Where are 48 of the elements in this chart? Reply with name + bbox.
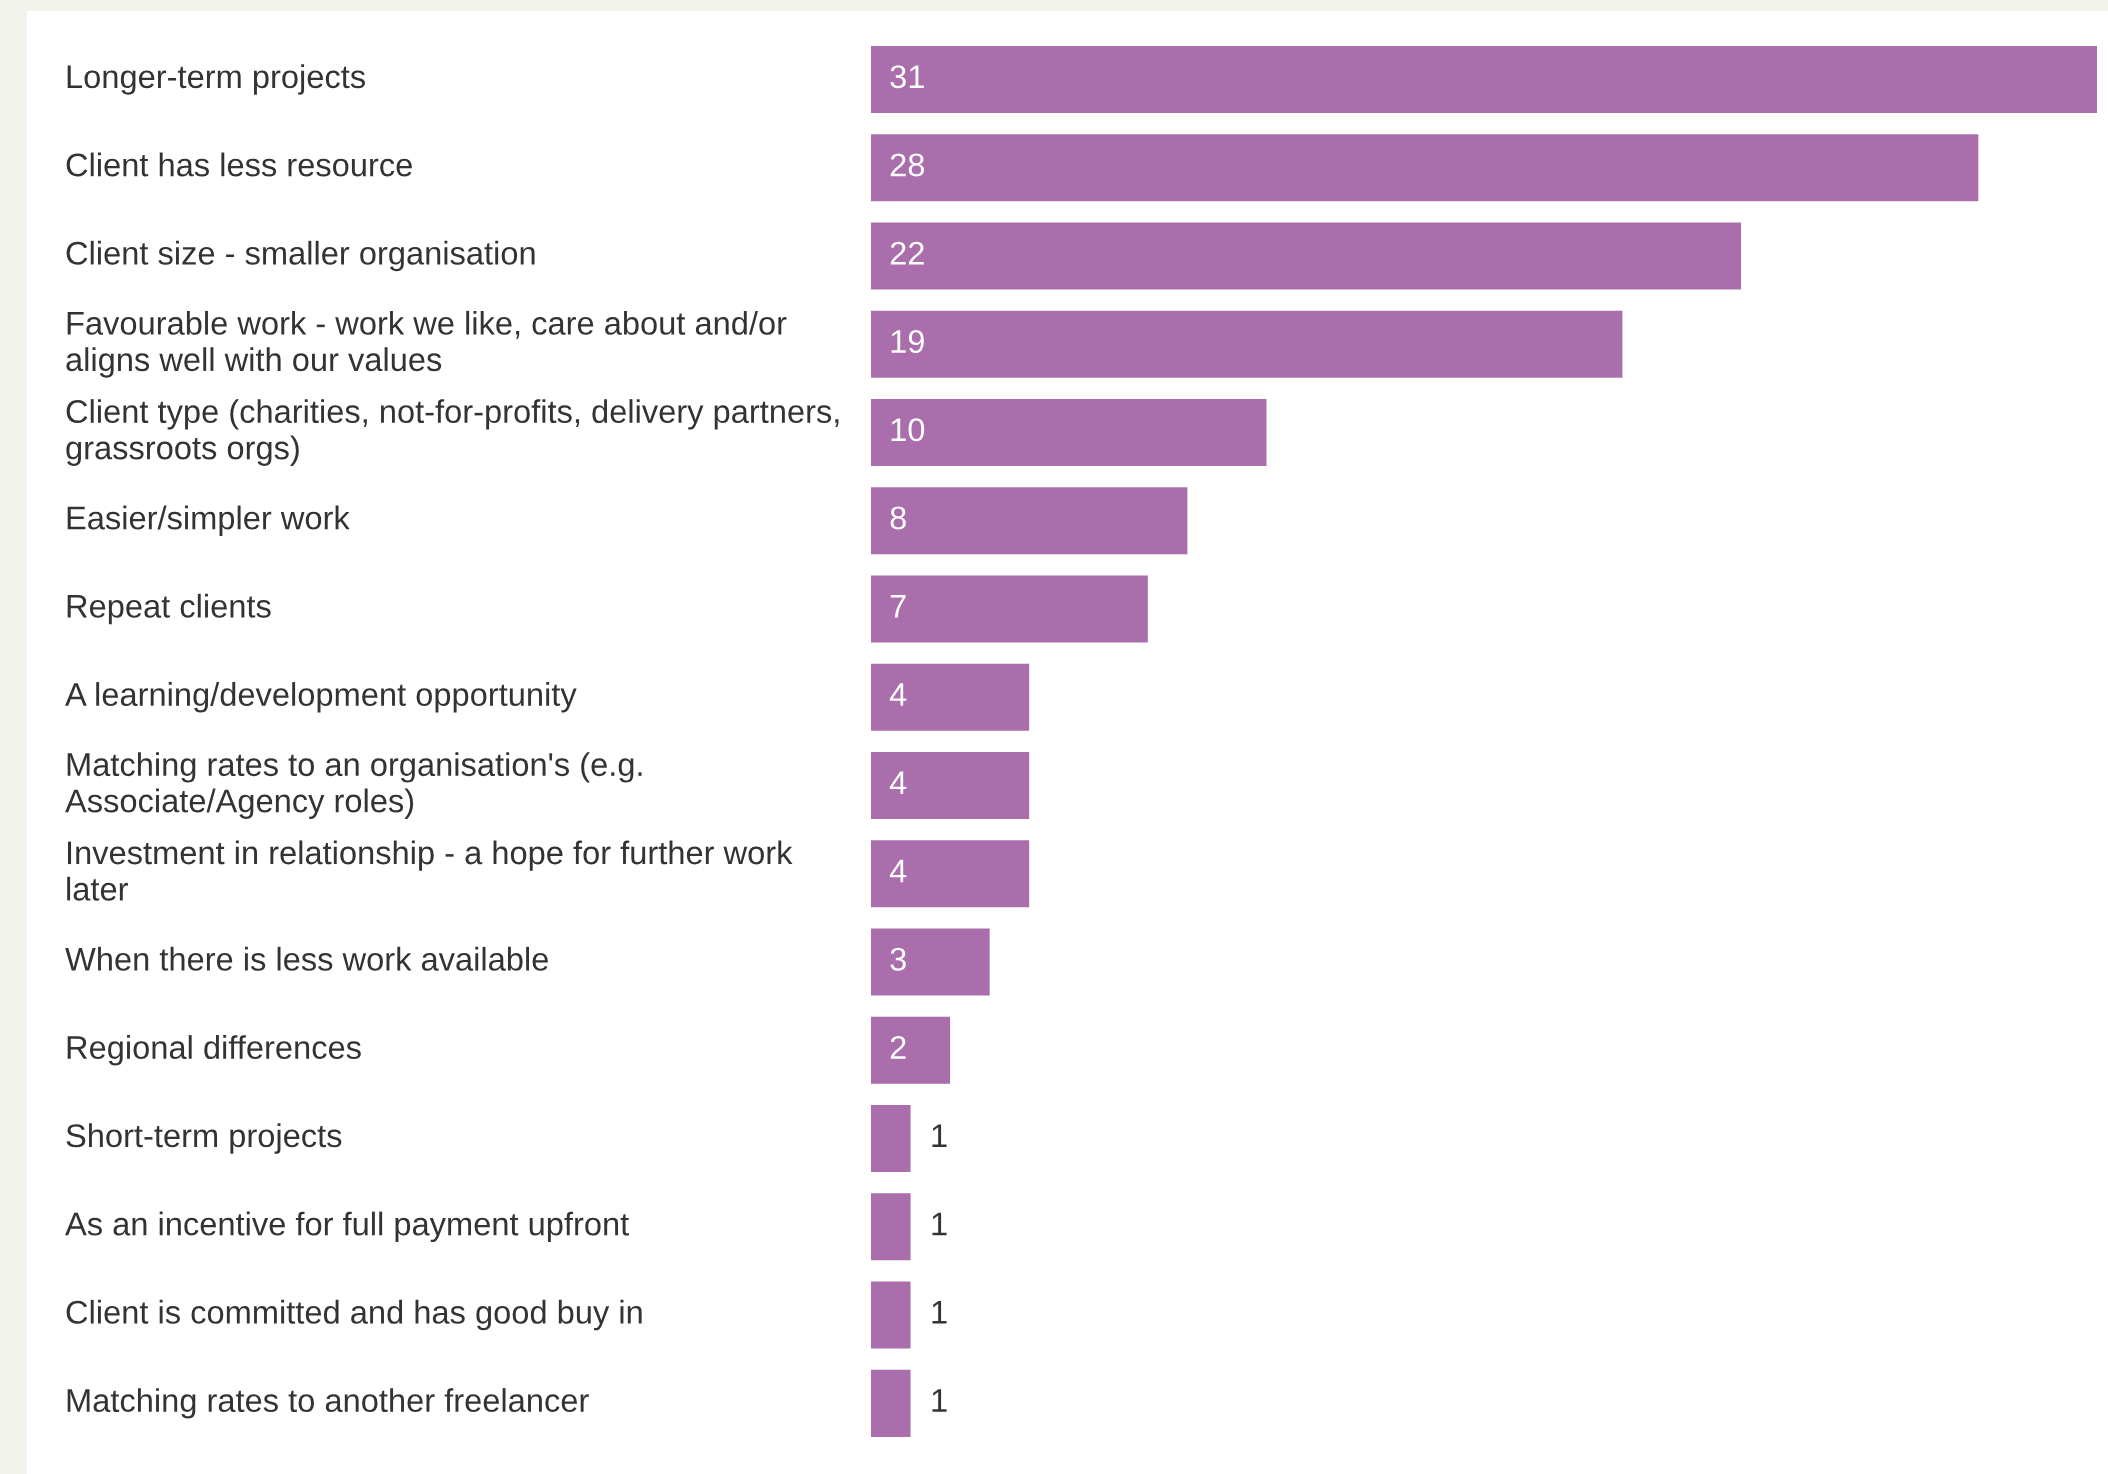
y-tick-label: Repeat clients	[67, 593, 271, 625]
bar	[871, 398, 1267, 467]
bar	[871, 310, 1623, 378]
bar	[871, 1369, 911, 1437]
y-tick-label: Longer-term projects	[67, 64, 365, 95]
y-tick-label: Matching rates to an organisation's (e.g. Associate/Agency roles)	[65, 752, 642, 819]
y-tick-label: Client is committed and has good buy in	[66, 1299, 642, 1331]
y-tick-label: Favourable work - work we like, care about and/or aligns well with our values	[66, 310, 787, 378]
bar	[871, 1016, 951, 1084]
data-label: 1	[932, 1389, 947, 1412]
data-label: 31	[890, 65, 924, 89]
data-label: 4	[889, 771, 907, 794]
bar	[871, 840, 1030, 908]
data-label: 1	[932, 1124, 947, 1148]
y-tick-label: Investment in relationship - a hope for further work later	[67, 840, 793, 901]
y-tick-label: Regional differences	[67, 1035, 361, 1066]
data-label: 10	[891, 418, 925, 442]
bar	[871, 134, 1979, 202]
y-tick-label: Matching rates to another freelancer	[67, 1388, 589, 1419]
data-label: 19	[891, 329, 924, 354]
data-label: 2	[890, 1035, 906, 1059]
y-tick-label: Client has less resource	[66, 152, 412, 177]
data-label: 7	[890, 595, 906, 618]
data-label: 22	[890, 241, 924, 265]
bar	[871, 928, 990, 996]
bar	[871, 1105, 911, 1173]
bar	[871, 663, 1030, 731]
bar	[871, 45, 2097, 114]
y-tick-label: Easier/simpler work	[67, 505, 350, 536]
data-label: 3	[890, 947, 906, 971]
y-tick-label: A learning/development opportunity	[65, 682, 577, 713]
y-tick-label: Short-term projects	[66, 1123, 342, 1154]
y-tick-label: When there is less work available	[65, 946, 548, 971]
bar	[871, 222, 1742, 290]
y-tick-label: As an incentive for full payment upfront	[65, 1211, 629, 1243]
data-label: 4	[889, 859, 907, 883]
bar	[871, 1281, 911, 1349]
y-tick-label: Client size - smaller organisation	[66, 240, 535, 272]
data-label: 1	[932, 1301, 947, 1324]
bar	[871, 1193, 911, 1261]
y-tick-label: Client type (charities, not-for-profits, delivery partners, grassroots orgs)	[66, 399, 839, 466]
bar	[871, 575, 1148, 643]
data-label: 8	[890, 506, 906, 530]
data-label: 1	[932, 1212, 947, 1236]
bar	[871, 752, 1030, 820]
data-label: 28	[890, 153, 925, 177]
bar	[871, 487, 1188, 555]
data-label: 4	[889, 683, 907, 706]
